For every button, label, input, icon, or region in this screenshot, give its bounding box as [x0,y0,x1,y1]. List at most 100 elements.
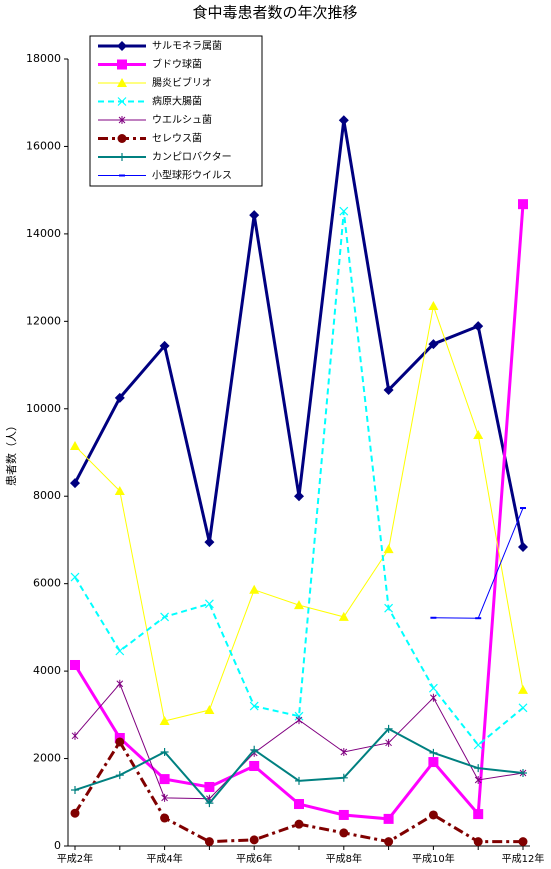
marker [294,799,304,810]
marker [118,116,126,124]
legend-label: サルモネラ属菌 [152,40,222,52]
marker [117,41,127,51]
legend-label: ウエルシュ菌 [152,114,212,126]
marker [204,705,215,715]
y-tick-label: 14000 [26,227,61,240]
marker [384,837,394,847]
marker [117,59,127,70]
marker [384,724,393,733]
marker [161,793,168,802]
marker [205,799,214,808]
marker [338,809,349,820]
series-line [74,304,524,722]
marker [339,773,348,782]
marker [249,701,259,711]
marker [204,537,215,548]
marker [117,134,127,143]
marker [428,683,438,693]
legend-label: セレウス菌 [152,133,202,145]
marker [295,716,303,725]
x-tick-label: 平成4年 [146,852,182,865]
marker [159,340,170,351]
marker [160,813,170,823]
x-tick-label: 平成8年 [326,852,362,865]
legend-label: カンピロバクター [152,151,232,163]
marker [70,659,80,670]
marker [518,703,528,713]
marker [114,392,125,403]
y-tick-label: 2000 [33,752,61,765]
series-line [73,204,525,821]
marker [383,813,394,824]
chart-title: 食中毒患者数の年次推移 [192,4,357,22]
marker [295,776,303,785]
marker [473,837,483,847]
legend-label: ブドウ球菌 [152,58,202,71]
marker [430,693,437,702]
marker [428,301,439,311]
x-tick-label: 平成12年 [502,852,545,865]
marker [204,781,215,792]
marker [71,731,79,740]
legend-label: 病原大腸菌 [152,95,202,108]
series-line [433,507,524,619]
marker [474,775,482,784]
legend-box [89,35,263,187]
marker [249,835,259,845]
marker [474,764,483,773]
marker [204,837,214,847]
marker [116,679,124,688]
marker [385,738,392,747]
marker [338,115,349,126]
marker [519,768,527,777]
marker [117,78,127,87]
marker [339,828,349,838]
marker [249,584,260,594]
marker [473,809,484,820]
marker [160,747,169,756]
legend-label: 腸炎ビブリオ [152,76,212,89]
marker [70,572,80,582]
series-line [74,211,524,747]
marker [160,612,170,622]
y-tick-label: 4000 [33,664,61,677]
y-tick-label: 16000 [26,139,61,152]
x-tick-label: 平成2年 [57,852,93,865]
y-tick-label: 12000 [26,314,61,327]
marker [117,97,127,106]
marker [250,745,259,754]
marker [294,600,304,610]
marker [159,715,170,725]
marker [71,786,79,795]
marker [294,819,304,829]
x-tick-label: 平成6年 [236,852,272,865]
y-tick-label: 10000 [26,402,61,415]
marker [114,485,125,495]
marker [429,748,438,757]
marker [473,740,483,750]
x-tick-label: 平成10年 [412,852,455,865]
marker [340,747,348,756]
marker [339,206,349,216]
marker [70,478,80,489]
marker [518,541,528,552]
marker [159,774,170,785]
marker [383,384,394,395]
y-tick-label: 18000 [26,52,61,65]
marker [204,599,214,609]
y-tick-label: 6000 [33,577,61,590]
marker [249,760,260,771]
marker [384,603,394,613]
marker [118,153,126,161]
y-tick-label: 8000 [33,489,61,502]
marker [518,684,528,694]
legend-label: 小型球形ウイルス [152,169,232,182]
marker [428,810,438,820]
marker [115,771,124,780]
marker [115,737,125,747]
marker [383,544,394,554]
marker [249,210,260,221]
marker [473,321,484,332]
